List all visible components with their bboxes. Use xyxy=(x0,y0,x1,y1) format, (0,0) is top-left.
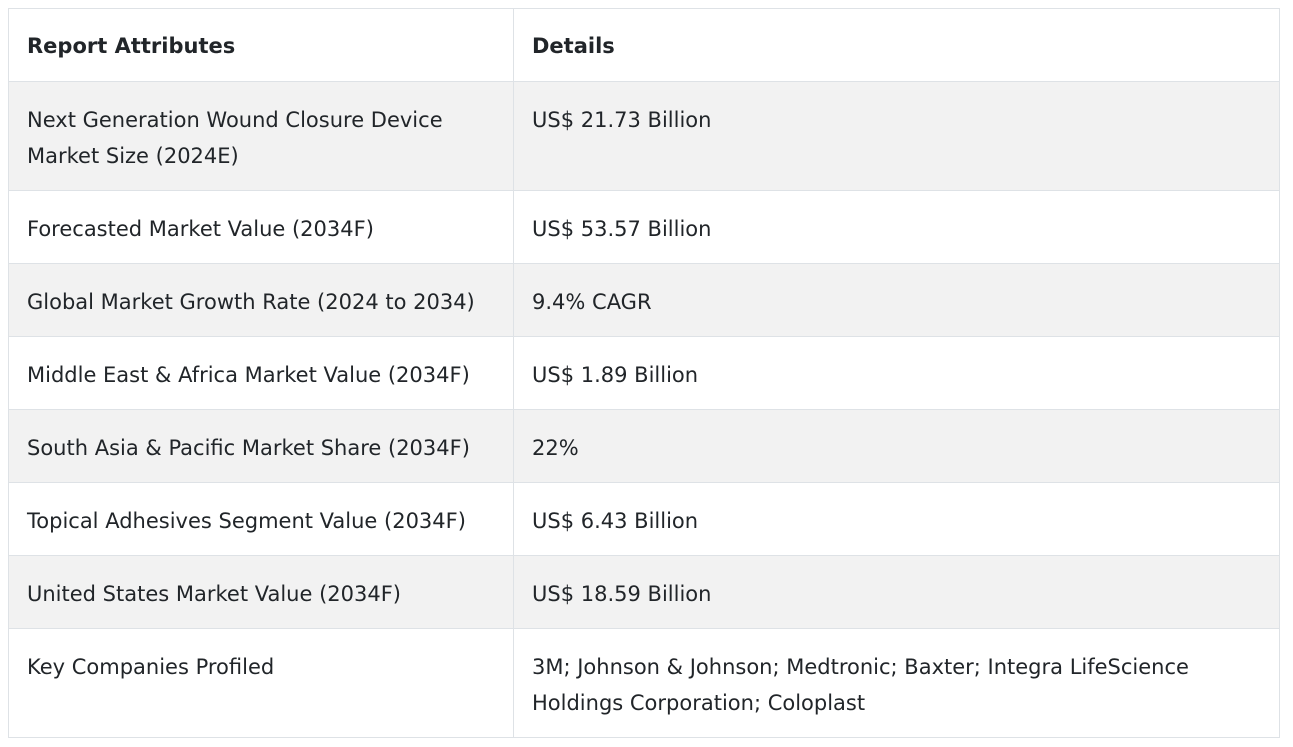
table-row: Key Companies Profiled 3M; Johnson & Joh… xyxy=(8,628,1280,738)
attribute-cell: South Asia & Pacific Market Share (2034F… xyxy=(8,409,514,483)
report-attributes-table-container: Report Attributes Details Next Generatio… xyxy=(8,8,1280,738)
table-row: Forecasted Market Value (2034F) US$ 53.5… xyxy=(8,190,1280,264)
attribute-cell: Key Companies Profiled xyxy=(8,628,514,738)
table-row: Next Generation Wound Closure Device Mar… xyxy=(8,81,1280,191)
detail-cell: US$ 53.57 Billion xyxy=(513,190,1280,264)
attribute-cell: Next Generation Wound Closure Device Mar… xyxy=(8,81,514,191)
table-header-row: Report Attributes Details xyxy=(8,8,1280,82)
table-row: Topical Adhesives Segment Value (2034F) … xyxy=(8,482,1280,556)
detail-cell: 9.4% CAGR xyxy=(513,263,1280,337)
table-row: Middle East & Africa Market Value (2034F… xyxy=(8,336,1280,410)
table-row: United States Market Value (2034F) US$ 1… xyxy=(8,555,1280,629)
detail-cell: US$ 21.73 Billion xyxy=(513,81,1280,191)
attribute-cell: Middle East & Africa Market Value (2034F… xyxy=(8,336,514,410)
detail-cell: 22% xyxy=(513,409,1280,483)
table-row: Global Market Growth Rate (2024 to 2034)… xyxy=(8,263,1280,337)
detail-cell: US$ 6.43 Billion xyxy=(513,482,1280,556)
detail-cell: 3M; Johnson & Johnson; Medtronic; Baxter… xyxy=(513,628,1280,738)
header-report-attributes: Report Attributes xyxy=(8,8,514,82)
report-attributes-table: Report Attributes Details Next Generatio… xyxy=(8,8,1280,738)
detail-cell: US$ 18.59 Billion xyxy=(513,555,1280,629)
attribute-cell: United States Market Value (2034F) xyxy=(8,555,514,629)
detail-cell: US$ 1.89 Billion xyxy=(513,336,1280,410)
header-details: Details xyxy=(513,8,1280,82)
attribute-cell: Forecasted Market Value (2034F) xyxy=(8,190,514,264)
attribute-cell: Topical Adhesives Segment Value (2034F) xyxy=(8,482,514,556)
table-row: South Asia & Pacific Market Share (2034F… xyxy=(8,409,1280,483)
attribute-cell: Global Market Growth Rate (2024 to 2034) xyxy=(8,263,514,337)
